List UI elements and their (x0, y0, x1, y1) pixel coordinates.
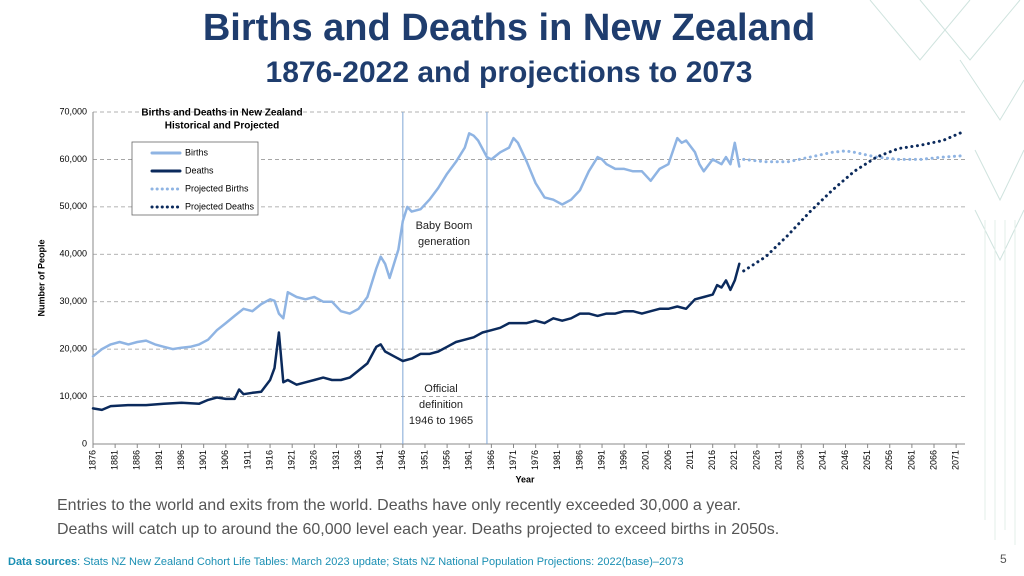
y-tick-label: 20,000 (59, 344, 87, 354)
x-tick-label: 2006 (663, 450, 673, 470)
y-tick-label: 70,000 (59, 106, 87, 116)
x-tick-label: 1921 (287, 450, 297, 470)
x-tick-label: 2071 (951, 450, 961, 470)
y-tick-label: 10,000 (59, 391, 87, 401)
legend-label: Projected Births (185, 183, 249, 193)
x-tick-label: 2021 (729, 450, 739, 470)
x-tick-label: 1956 (441, 450, 451, 470)
x-tick-label: 1916 (264, 450, 274, 470)
legend-label: Deaths (185, 165, 214, 175)
annotation: Official (424, 383, 457, 395)
x-tick-label: 1966 (486, 450, 496, 470)
slide-subtitle: 1876-2022 and projections to 2073 (266, 56, 753, 89)
annotation: 1946 to 1965 (409, 415, 473, 427)
x-tick-label: 2016 (707, 450, 717, 470)
x-axis-label: Year (515, 474, 535, 484)
y-axis-label: Number of People (36, 239, 46, 316)
x-tick-label: 2001 (641, 450, 651, 470)
y-tick-label: 60,000 (59, 154, 87, 164)
x-tick-label: 1931 (331, 450, 341, 470)
x-tick-label: 1986 (574, 450, 584, 470)
chart: 0 10,000 20,000 30,000 40,000 50,000 60,000 70,… (36, 106, 967, 484)
x-tick-label: 1926 (309, 450, 319, 470)
chart-title: Births and Deaths in New Zealand (141, 108, 302, 119)
y-tick-label: 0 (82, 438, 87, 448)
x-tick-label: 2061 (906, 450, 916, 470)
x-tick-label: 1996 (619, 450, 629, 470)
x-tick-label: 1891 (154, 450, 164, 470)
series-line (742, 149, 967, 164)
x-tick-label: 1991 (596, 450, 606, 470)
x-tick-label: 2041 (818, 450, 828, 470)
y-tick-label: 30,000 (59, 296, 87, 306)
x-tick-label: 2026 (751, 450, 761, 470)
x-tick-label: 2036 (796, 450, 806, 470)
x-tick-label: 2031 (773, 450, 783, 470)
x-tick-label: 1971 (508, 450, 518, 470)
x-tick-label: 2066 (928, 450, 938, 470)
legend-label: Projected Deaths (185, 201, 255, 211)
x-tick-label: 1876 (87, 450, 97, 470)
decoration (869, 0, 1024, 545)
source: Data sources: Stats NZ New Zealand Cohor… (8, 556, 683, 568)
x-tick-label: 1906 (220, 450, 230, 470)
x-tick-label: 1951 (419, 450, 429, 470)
x-tick-label: 2011 (685, 450, 695, 469)
series-line (91, 262, 741, 412)
x-tick-label: 1901 (198, 450, 208, 470)
x-tick-label: 2051 (862, 450, 872, 470)
x-tick-label: 1981 (552, 450, 562, 470)
x-tick-label: 2056 (884, 450, 894, 470)
caption: Deaths will catch up to around the 60,00… (57, 521, 779, 538)
annotation: definition (419, 399, 463, 411)
x-tick-label: 1961 (464, 450, 474, 470)
x-tick-label: 1941 (375, 450, 385, 470)
x-tick-label: 1896 (176, 450, 186, 470)
y-tick-label: 40,000 (59, 249, 87, 259)
series-line (742, 129, 967, 273)
source-label: Data sources (8, 556, 77, 568)
y-tick-label: 50,000 (59, 201, 87, 211)
source-text: : Stats NZ New Zealand Cohort Life Table… (77, 556, 683, 568)
chart-title: Historical and Projected (165, 121, 279, 132)
annotation: Baby Boom (416, 220, 473, 232)
legend-label: Births (185, 147, 209, 157)
x-tick-label: 1881 (110, 450, 120, 470)
x-tick-label: 1976 (530, 450, 540, 470)
series-line (91, 132, 741, 358)
annotation: generation (418, 236, 470, 248)
caption: Entries to the world and exits from the … (57, 497, 741, 514)
x-tick-label: 2046 (840, 450, 850, 470)
x-tick-label: 1946 (397, 450, 407, 470)
x-tick-label: 1886 (132, 450, 142, 470)
page-number: 5 (1000, 552, 1007, 566)
slide-title: Births and Deaths in New Zealand (203, 7, 815, 49)
x-tick-label: 1911 (242, 450, 252, 469)
x-tick-label: 1936 (353, 450, 363, 470)
